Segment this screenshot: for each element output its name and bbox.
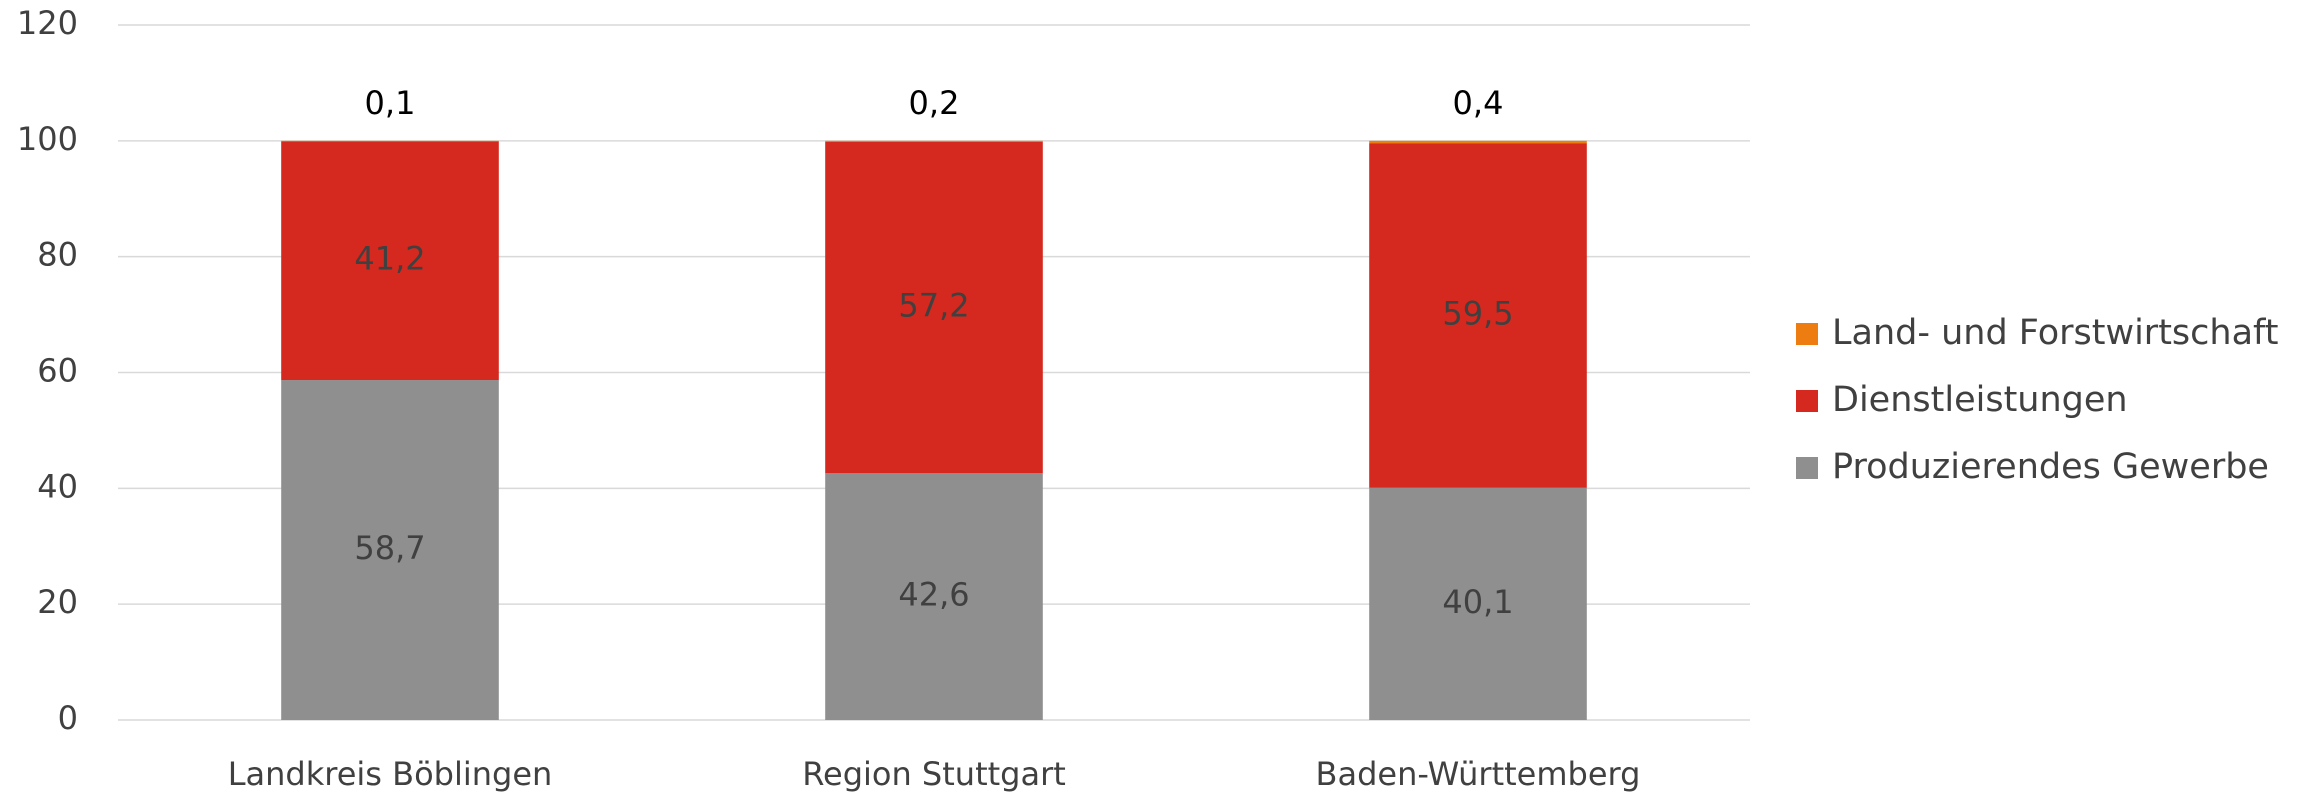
bar-segment xyxy=(281,141,499,381)
legend-swatch xyxy=(1796,390,1818,412)
data-label: 59,5 xyxy=(1442,294,1513,332)
x-tick-label: Landkreis Böblingen xyxy=(228,755,553,793)
bar-segment xyxy=(281,380,499,720)
y-tick-label: 80 xyxy=(37,236,78,274)
data-label: 57,2 xyxy=(898,287,969,325)
y-tick-label: 40 xyxy=(37,467,78,505)
legend-label: Land- und Forstwirtschaft xyxy=(1832,313,2278,353)
data-label: 0,4 xyxy=(1453,84,1504,122)
legend-label: Produzierendes Gewerbe xyxy=(1832,447,2269,487)
legend-swatch xyxy=(1796,323,1818,345)
legend-label: Dienstleistungen xyxy=(1832,380,2128,420)
data-label: 41,2 xyxy=(354,240,425,278)
bar-segment xyxy=(281,140,499,142)
data-label: 42,6 xyxy=(898,576,969,614)
y-tick-label: 100 xyxy=(17,120,78,158)
y-tick-label: 20 xyxy=(37,583,78,621)
legend-swatch xyxy=(1796,457,1818,479)
y-tick-label: 60 xyxy=(37,352,78,390)
bar-segment xyxy=(1369,140,1587,144)
data-label: 0,1 xyxy=(365,84,416,122)
y-tick-label: 0 xyxy=(58,699,78,737)
bar-segment xyxy=(825,140,1043,142)
data-label: 58,7 xyxy=(354,529,425,567)
bar-segment xyxy=(1369,487,1587,720)
y-tick-label: 120 xyxy=(17,4,78,42)
data-label: 0,2 xyxy=(909,84,960,122)
bar-segment xyxy=(1369,143,1587,488)
data-label: 40,1 xyxy=(1442,583,1513,621)
bar-segment xyxy=(825,141,1043,474)
x-tick-label: Baden-Württemberg xyxy=(1316,755,1641,793)
x-tick-label: Region Stuttgart xyxy=(802,755,1066,793)
bar-segment xyxy=(825,473,1043,720)
